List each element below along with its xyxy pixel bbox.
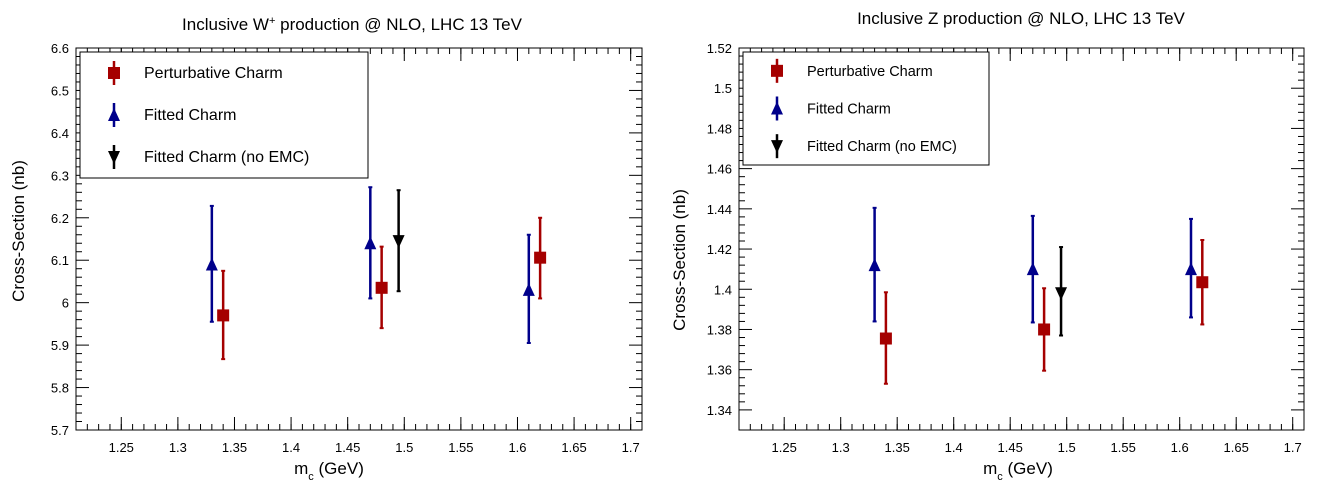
y-tick-label: 6.4: [51, 126, 69, 141]
y-axis-label: Cross-Section (nb): [670, 189, 689, 331]
legend-marker: [108, 108, 120, 121]
legend-label: Perturbative Charm: [144, 65, 283, 82]
data-point: [522, 233, 535, 344]
data-point: [534, 216, 547, 300]
marker-square: [217, 309, 230, 322]
y-tick-label: 6: [62, 296, 69, 311]
y-tick-label: 6.1: [51, 253, 69, 268]
chart-title: Inclusive Z production @ NLO, LHC 13 TeV: [857, 9, 1185, 28]
y-tick-label: 1.38: [707, 322, 732, 337]
y-tick-label: 6.2: [51, 211, 69, 226]
x-tick-label: 1.55: [1111, 440, 1136, 455]
x-tick-label: 1.35: [222, 440, 247, 455]
y-tick-label: 1.5: [714, 81, 732, 96]
x-tick-label: 1.4: [945, 440, 963, 455]
legend-marker: [771, 101, 783, 115]
chart-title: Inclusive W+ production @ NLO, LHC 13 Te…: [182, 15, 523, 34]
y-tick-label: 1.48: [707, 121, 732, 136]
data-point: [1196, 239, 1209, 326]
x-tick-label: 1.65: [1224, 440, 1249, 455]
data-point: [364, 186, 377, 300]
y-tick-label: 1.42: [707, 242, 732, 257]
marker-triangle-down: [1055, 287, 1068, 301]
x-tick-label: 1.45: [335, 440, 360, 455]
x-tick-label: 1.5: [1058, 440, 1076, 455]
plot-area: 1.34 1.36 1.38 1.4 1.42 1.44 1.46 1.48 1.5 1.52 1.…: [707, 41, 1305, 455]
data-point: [1038, 287, 1051, 372]
y-tick-label: 1.34: [707, 403, 732, 418]
marker-triangle-down: [392, 235, 405, 249]
x-tick-label: 1.35: [885, 440, 910, 455]
x-tick-label: 1.5: [395, 440, 413, 455]
x-tick-label: 1.55: [448, 440, 473, 455]
data-point: [375, 245, 388, 330]
data-point: [879, 291, 892, 385]
marker-square: [375, 281, 388, 294]
legend-label: Fitted Charm (no EMC): [144, 149, 309, 166]
x-tick-label: 1.3: [169, 440, 187, 455]
legend-label: Perturbative Charm: [807, 64, 933, 80]
data-point: [1185, 217, 1197, 319]
y-tick-label: 5.8: [51, 381, 69, 396]
data-point: [217, 269, 230, 361]
marker-triangle-up: [364, 236, 377, 250]
data-point: [868, 206, 881, 323]
legend-box: [79, 51, 369, 179]
legend: Perturbative Charm Fitted Charm Fitted Cha…: [79, 51, 369, 179]
y-tick-label: 6.5: [51, 83, 69, 98]
y-tick-label: 6.3: [51, 168, 69, 183]
w-plus-cross-section-chart: Inclusive W+ production @ NLO, LHC 13 Te…: [9, 15, 643, 483]
legend-marker: [771, 140, 783, 154]
x-axis-label: mc (GeV): [294, 459, 364, 483]
legend-marker: [108, 67, 120, 79]
y-tick-label: 5.9: [51, 338, 69, 353]
marker-square: [534, 251, 547, 264]
y-tick-label: 5.7: [51, 423, 69, 438]
x-tick-label: 1.6: [1171, 440, 1189, 455]
x-tick-label: 1.25: [772, 440, 797, 455]
data-point: [205, 204, 218, 323]
legend: Perturbative Charm Fitted Charm Fitted Cha…: [742, 51, 990, 166]
y-tick-label: 1.4: [714, 282, 732, 297]
legend-box: [742, 51, 990, 166]
x-tick-label: 1.65: [561, 440, 586, 455]
x-tick-label: 1.3: [832, 440, 850, 455]
x-tick-label: 1.25: [109, 440, 134, 455]
plot-area: 5.7 5.8 5.9 6 6.1 6.2 6.3 6.4 6.5 6.6 1.25 1.3 1.35 1…: [51, 41, 643, 455]
legend-marker: [108, 151, 120, 164]
x-tick-label: 1.4: [282, 440, 300, 455]
marker-square: [1038, 323, 1051, 336]
marker-triangle-up: [1185, 262, 1197, 276]
marker-triangle-up: [868, 258, 881, 272]
legend-label: Fitted Charm (no EMC): [807, 139, 957, 155]
z-cross-section-chart: Inclusive Z production @ NLO, LHC 13 TeV…: [670, 9, 1305, 483]
marker-triangle-up: [205, 257, 218, 271]
legend-label: Fitted Charm: [807, 102, 891, 118]
y-axis-label: Cross-Section (nb): [9, 160, 28, 302]
marker-square: [879, 332, 892, 345]
legend-marker: [771, 64, 783, 77]
marker-triangle-up: [522, 282, 535, 296]
marker-square: [1196, 276, 1209, 289]
y-tick-label: 6.6: [51, 41, 69, 56]
x-axis-label: mc (GeV): [983, 459, 1053, 483]
y-tick-label: 1.36: [707, 363, 732, 378]
y-tick-label: 1.52: [707, 41, 732, 56]
x-tick-label: 1.6: [508, 440, 526, 455]
data-point: [1026, 214, 1039, 324]
x-tick-label: 1.7: [1284, 440, 1302, 455]
legend-label: Fitted Charm: [144, 107, 236, 124]
x-tick-label: 1.45: [998, 440, 1023, 455]
marker-triangle-up: [1026, 262, 1039, 276]
data-point: [392, 189, 405, 293]
y-tick-label: 1.46: [707, 162, 732, 177]
data-point: [1055, 246, 1068, 337]
x-tick-label: 1.7: [622, 440, 640, 455]
y-tick-label: 1.44: [707, 202, 732, 217]
